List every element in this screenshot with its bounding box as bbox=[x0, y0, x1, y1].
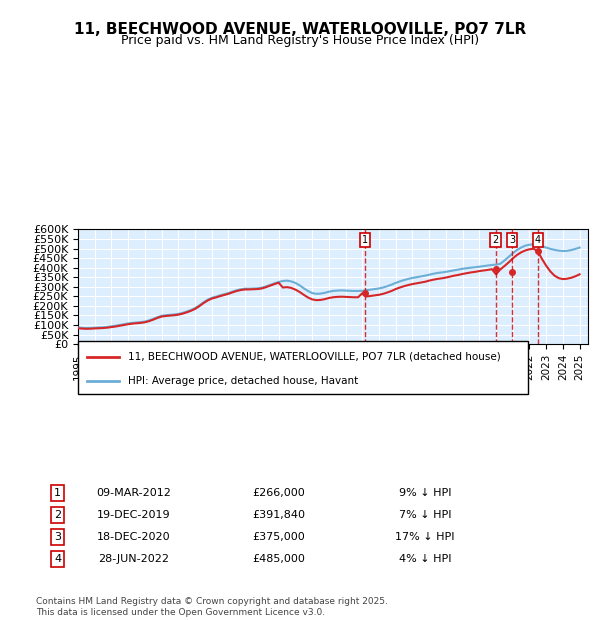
Text: 11, BEECHWOOD AVENUE, WATERLOOVILLE, PO7 7LR (detached house): 11, BEECHWOOD AVENUE, WATERLOOVILLE, PO7… bbox=[128, 352, 500, 362]
Text: 3: 3 bbox=[54, 532, 61, 542]
Text: 4: 4 bbox=[535, 235, 541, 245]
Text: 3: 3 bbox=[509, 235, 515, 245]
Text: 11, BEECHWOOD AVENUE, WATERLOOVILLE, PO7 7LR: 11, BEECHWOOD AVENUE, WATERLOOVILLE, PO7… bbox=[74, 22, 526, 37]
Text: Price paid vs. HM Land Registry's House Price Index (HPI): Price paid vs. HM Land Registry's House … bbox=[121, 34, 479, 47]
Text: £391,840: £391,840 bbox=[253, 510, 305, 520]
Text: 19-DEC-2019: 19-DEC-2019 bbox=[97, 510, 170, 520]
Text: £485,000: £485,000 bbox=[253, 554, 305, 564]
Text: 9% ↓ HPI: 9% ↓ HPI bbox=[398, 489, 451, 498]
Text: £375,000: £375,000 bbox=[253, 532, 305, 542]
Text: £266,000: £266,000 bbox=[253, 489, 305, 498]
Text: 28-JUN-2022: 28-JUN-2022 bbox=[98, 554, 169, 564]
Text: 1: 1 bbox=[54, 489, 61, 498]
Text: 7% ↓ HPI: 7% ↓ HPI bbox=[398, 510, 451, 520]
Text: 2: 2 bbox=[54, 510, 61, 520]
Text: 4: 4 bbox=[54, 554, 61, 564]
Text: 4% ↓ HPI: 4% ↓ HPI bbox=[398, 554, 451, 564]
Text: 1: 1 bbox=[362, 235, 368, 245]
Text: 2: 2 bbox=[493, 235, 499, 245]
Text: HPI: Average price, detached house, Havant: HPI: Average price, detached house, Hava… bbox=[128, 376, 358, 386]
Text: 18-DEC-2020: 18-DEC-2020 bbox=[97, 532, 170, 542]
FancyBboxPatch shape bbox=[78, 341, 528, 394]
Text: 17% ↓ HPI: 17% ↓ HPI bbox=[395, 532, 455, 542]
Text: Contains HM Land Registry data © Crown copyright and database right 2025.
This d: Contains HM Land Registry data © Crown c… bbox=[36, 598, 388, 617]
Text: 09-MAR-2012: 09-MAR-2012 bbox=[96, 489, 170, 498]
